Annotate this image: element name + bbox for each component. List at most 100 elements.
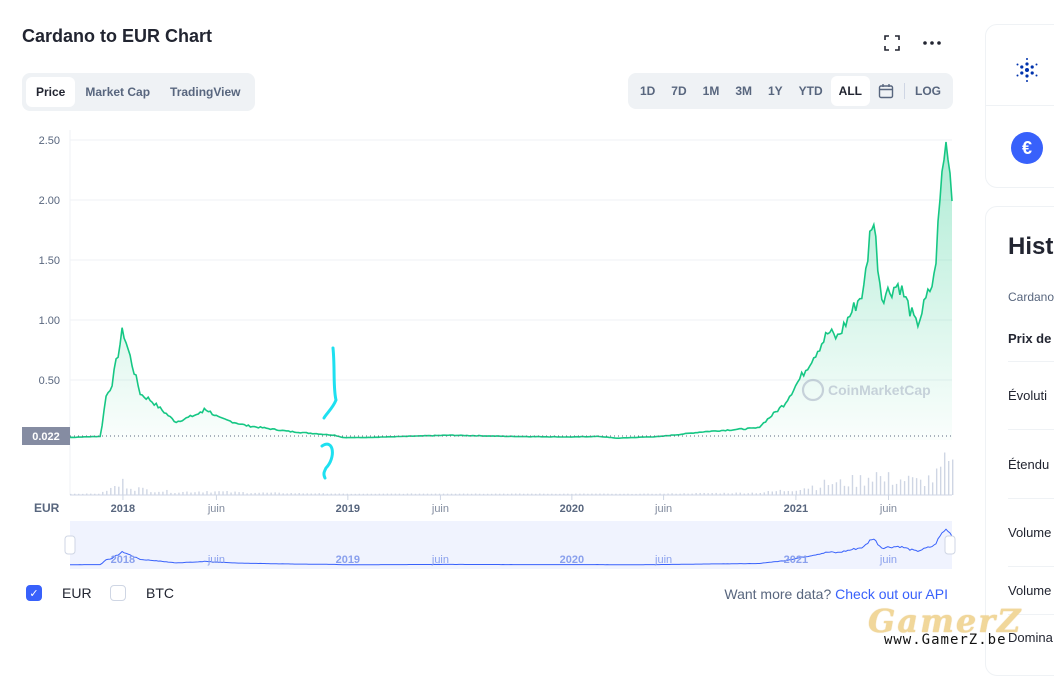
volume-bar — [434, 493, 437, 495]
volume-bar — [126, 488, 128, 495]
price-chart[interactable]: 2.50 2.00 1.50 1.00 0.50 0.022 CoinMarketCap… — [0, 118, 960, 578]
y-tick-label: 2.50 — [39, 135, 60, 147]
fullscreen-icon[interactable] — [881, 32, 903, 54]
eur-checkbox[interactable]: ✓ — [26, 585, 42, 601]
volume-bar — [643, 493, 645, 495]
tab-price[interactable]: Price — [26, 77, 76, 107]
log-toggle[interactable]: LOG — [915, 84, 941, 98]
svg-text:CoinMarketCap: CoinMarketCap — [828, 382, 931, 398]
volume-bar — [222, 491, 224, 495]
volume-bar — [174, 493, 176, 495]
volume-bar — [262, 492, 264, 495]
row-divider — [1008, 566, 1054, 567]
volume-bar — [863, 485, 866, 495]
volume-bar — [591, 493, 593, 495]
range-3m[interactable]: 3M — [735, 84, 752, 98]
volume-bar — [474, 493, 477, 495]
volume-bar — [547, 493, 549, 495]
gamerz-logo-text: GamerZ — [868, 602, 1023, 640]
range-7d[interactable]: 7D — [671, 84, 687, 98]
tab-tradingview[interactable]: TradingView — [170, 85, 241, 99]
volume-bar — [74, 493, 76, 495]
volume-bar — [603, 493, 605, 495]
volume-bar — [258, 492, 260, 495]
volume-bar — [579, 493, 581, 495]
volume-bar — [470, 493, 473, 495]
volume-bar — [823, 479, 826, 495]
volume-bar — [851, 475, 854, 495]
volume-bar — [691, 493, 693, 495]
volume-bar — [194, 492, 196, 495]
volume-bar — [278, 492, 280, 495]
volume-bar — [859, 475, 862, 495]
legend-btc-label: BTC — [146, 585, 174, 601]
more-data-text: Want more data? Check out our API — [724, 586, 948, 602]
volume-bar — [911, 477, 914, 495]
volume-bar — [711, 493, 713, 495]
grid-lines — [69, 130, 952, 495]
volume-bar — [583, 493, 585, 495]
calendar-icon[interactable] — [870, 76, 902, 106]
volume-bar — [118, 486, 120, 495]
volume-bar — [406, 493, 409, 495]
volume-bar — [519, 493, 521, 495]
volume-bar — [907, 475, 910, 495]
range-1m[interactable]: 1M — [702, 84, 720, 98]
volume-bar — [939, 466, 942, 495]
volume-bar — [599, 493, 601, 495]
volume-bar — [887, 472, 890, 495]
volume-bar — [486, 493, 489, 495]
api-link[interactable]: Check out our API — [835, 586, 948, 602]
volume-bar — [182, 491, 184, 495]
volume-bar — [354, 493, 357, 495]
coinmarketcap-watermark: CoinMarketCap — [801, 378, 931, 402]
volume-bar — [931, 482, 934, 495]
volume-bar — [330, 493, 332, 495]
volume-bar — [426, 493, 429, 495]
chart-title: Cardano to EUR Chart — [22, 26, 213, 46]
range-ytd[interactable]: YTD — [798, 84, 823, 98]
volume-bar — [490, 493, 493, 495]
volume-bar — [555, 493, 557, 495]
legend-eur[interactable]: ✓ EUR — [26, 585, 92, 601]
volume-bar — [298, 493, 300, 495]
volume-bar — [78, 493, 80, 495]
more-data-prefix: Want more data? — [724, 586, 832, 602]
volume-bar — [739, 492, 741, 495]
legend-btc[interactable]: BTC — [110, 585, 174, 601]
range-1d[interactable]: 1D — [639, 84, 656, 98]
volume-bar — [783, 491, 786, 495]
row-divider — [1008, 614, 1054, 615]
volume-bar — [370, 493, 373, 495]
volume-bar — [663, 493, 665, 495]
history-subtitle: Cardano — [1008, 290, 1054, 304]
volume-bar — [799, 490, 802, 495]
y-axis: 2.50 2.00 1.50 1.00 0.50 — [39, 135, 60, 387]
range-all[interactable]: ALL — [830, 76, 870, 106]
volume-bar — [727, 493, 729, 495]
range-1y[interactable]: 1Y — [767, 84, 783, 98]
volume-bar — [218, 491, 220, 495]
converter-panel: € — [985, 24, 1054, 188]
volume-bar — [378, 493, 381, 495]
navigator-handle-right[interactable] — [944, 535, 956, 555]
volume-bar — [430, 493, 433, 495]
volume-bar — [178, 492, 180, 495]
btc-checkbox[interactable] — [110, 585, 126, 601]
x-tick-label: 2018 — [111, 503, 135, 515]
navigator[interactable]: 2018 juin 2019 juin 2020 juin 2021 juin — [64, 521, 956, 569]
tab-market-cap[interactable]: Market Cap — [85, 85, 151, 99]
volume-bar — [358, 493, 361, 495]
volume-bar — [943, 452, 946, 495]
volume-bar — [206, 491, 208, 495]
navigator-handle-left[interactable] — [64, 535, 76, 555]
volume-bar — [571, 493, 573, 495]
more-icon[interactable] — [921, 32, 943, 54]
volume-bar — [442, 493, 445, 495]
volume-bar — [134, 490, 136, 495]
navigator-tick-label: juin — [207, 554, 225, 566]
volume-bar — [759, 492, 761, 495]
volume-bar — [719, 493, 721, 495]
volume-bar — [875, 472, 878, 495]
y-tick-label: 0.50 — [39, 375, 60, 387]
